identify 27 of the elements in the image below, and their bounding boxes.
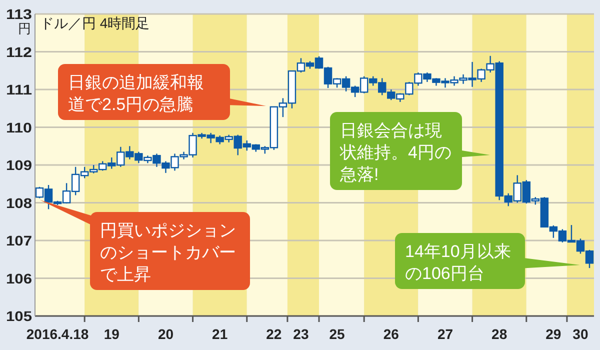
y-tick-label: 113 [6, 6, 32, 22]
x-tick-label: 29 [546, 326, 562, 342]
y-tick-label: 109 [6, 157, 32, 173]
annotation: 日銀の追加緩和報道で2.5円の急騰 [68, 73, 204, 114]
chart-title: ドル／円 4時間足 [40, 15, 150, 31]
y-tick-label: 106 [6, 270, 32, 286]
x-tick-label: 21 [212, 326, 228, 342]
annotation: 円買いポジションのショートカバーで上昇 [100, 221, 236, 284]
x-tick-label: 27 [437, 326, 454, 342]
y-tick-label: 112 [6, 44, 32, 60]
x-tick-label: 19 [104, 326, 120, 342]
annotation: 日銀会合は現状維持。4円の急落! [339, 121, 452, 184]
x-tick-label: 28 [492, 326, 508, 342]
x-tick-label: 30 [572, 326, 588, 342]
y-tick-label: 105 [6, 308, 32, 324]
y-tick-label: 108 [6, 194, 32, 211]
y-axis-title: 円 [18, 21, 31, 36]
x-tick-label: 22 [266, 326, 282, 342]
y-tick-label: 110 [6, 119, 32, 136]
x-tick-label: 20 [158, 326, 174, 342]
x-tick-label: 26 [383, 326, 400, 342]
x-tick-label: 2016.4.18 [26, 326, 89, 342]
annotation: 14年10月以来の106円台 [405, 242, 511, 283]
x-tick-label: 25 [329, 326, 346, 342]
y-tick-label: 107 [6, 232, 32, 248]
x-tick-label: 23 [293, 326, 309, 342]
y-tick-label: 111 [6, 82, 32, 98]
